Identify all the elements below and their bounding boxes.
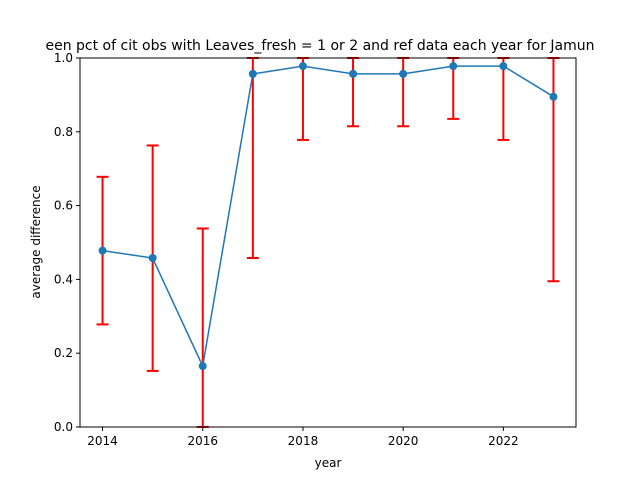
y-tick-label: 0.8 (54, 125, 73, 139)
chart-title: een pct of cit obs with Leaves_fresh = 1… (45, 38, 594, 54)
data-point (198, 362, 207, 371)
data-point (499, 62, 508, 71)
series-line (102, 65, 554, 369)
y-tick-label: 0.6 (54, 199, 73, 213)
y-tick-label: 0.4 (54, 272, 73, 286)
data-markers (98, 62, 558, 371)
y-tick-label: 0.0 (54, 420, 73, 434)
y-axis-label: average difference (29, 185, 43, 298)
data-point (349, 69, 358, 78)
data-point (98, 246, 107, 255)
x-tick-label: 2018 (288, 434, 319, 448)
x-tick-label: 2016 (187, 434, 218, 448)
x-tick-label: 2020 (388, 434, 419, 448)
data-point (449, 62, 458, 71)
data-point (549, 92, 558, 101)
y-tick-label: 1.0 (54, 51, 73, 65)
data-point (148, 253, 157, 262)
series-line-layer (102, 65, 554, 369)
x-axis-label: year (315, 456, 342, 470)
y-axis-ticks: 0.0 0.2 0.4 0.6 0.8 1.0 (54, 51, 80, 434)
x-tick-label: 2022 (488, 434, 519, 448)
x-axis-ticks: 2014 2016 2018 2020 2022 (87, 427, 519, 448)
data-point (298, 62, 307, 71)
data-point (248, 69, 257, 78)
axes-frame (79, 57, 577, 428)
x-tick-label: 2014 (87, 434, 118, 448)
data-point (399, 69, 408, 78)
y-tick-label: 0.2 (54, 346, 73, 360)
